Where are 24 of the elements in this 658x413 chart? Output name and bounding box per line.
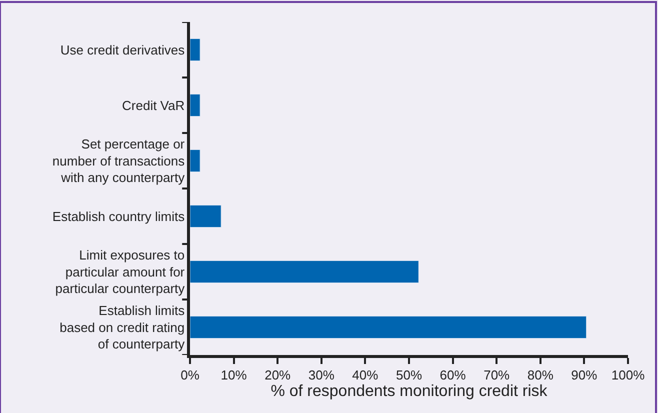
x-tick-label: 70%: [484, 367, 510, 382]
bar: [190, 204, 222, 228]
x-tick-label: 20%: [264, 367, 292, 382]
bar: [190, 149, 200, 172]
bar: [190, 316, 587, 339]
x-axis-title: % of respondents monitoring credit risk: [270, 383, 548, 400]
x-tick-label: 50%: [396, 367, 422, 382]
y-tick-label: Use credit derivatives: [60, 42, 186, 58]
y-tick-label: Credit VaR: [122, 98, 185, 113]
x-tick-label: 10%: [220, 367, 248, 382]
y-tick-label: Establish country limits: [52, 208, 186, 224]
x-tick-label: 90%: [571, 367, 598, 382]
bar: [190, 260, 419, 284]
x-tick-label: 60%: [440, 367, 466, 382]
x-tick-label: 100%: [611, 367, 646, 382]
x-tick-label: 0%: [180, 367, 200, 382]
y-tick-label: Limit exposures to particular amount for particular counterparty: [55, 247, 186, 296]
x-tick-label: 40%: [352, 367, 379, 382]
x-tick-label: 30%: [308, 367, 335, 382]
y-tick-label: Establish limits based on credit rating of counterparty: [60, 302, 186, 352]
y-tick-label: Set percentage or number of transactions with any counterparty: [52, 136, 186, 186]
bar: [190, 38, 200, 62]
bar: [190, 94, 200, 117]
x-tick-label: 80%: [527, 367, 554, 382]
